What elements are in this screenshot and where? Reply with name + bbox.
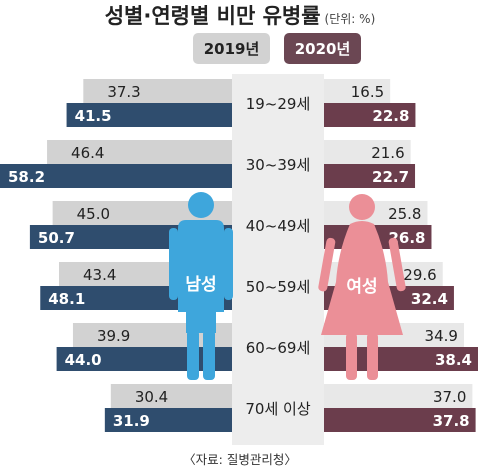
legend-2020-box [284, 33, 361, 64]
value-label-female-2020: 37.8 [433, 412, 470, 430]
value-label-female-2020: 32.4 [411, 290, 448, 308]
bar-male-2020 [0, 164, 232, 188]
bar-male-2019 [83, 79, 232, 103]
value-label-male-2020: 48.1 [48, 290, 85, 308]
bar-male-2020 [56, 347, 232, 371]
bar-male-2020 [66, 103, 232, 127]
age-group-label: 50~59세 [246, 278, 311, 296]
female-figure-body [321, 221, 403, 335]
value-label-female-2019: 25.8 [388, 205, 421, 223]
male-figure-icon [188, 192, 214, 218]
value-label-male-2020: 41.5 [75, 107, 112, 125]
age-group-label: 70세 이상 [245, 400, 310, 418]
title-text: 성별·연령별 비만 유병률 [104, 4, 321, 28]
value-label-female-2019: 21.6 [371, 144, 404, 162]
value-label-male-2020: 50.7 [38, 229, 75, 247]
bar-female-2020 [324, 103, 416, 127]
value-label-male-2019: 39.9 [97, 327, 130, 345]
legend-2019-label: 2019년 [204, 40, 260, 58]
value-label-female-2019: 37.0 [433, 388, 466, 406]
male-group-label: 남성 [185, 275, 216, 295]
value-label-female-2020: 22.8 [372, 107, 409, 125]
bar-female-2019 [324, 79, 391, 103]
legend-2020-label: 2020년 [295, 40, 351, 58]
unit-label: (단위: %) [324, 12, 376, 26]
age-group-label: 60~69세 [246, 339, 311, 357]
bar-male-2019 [47, 140, 233, 164]
value-label-male-2019: 43.4 [83, 266, 116, 284]
chart-svg: 2019년 2020년 37.3 41.5 16.5 22.8 19~29세 46.4 58.2… [0, 33, 478, 445]
male-figure-left-arm [169, 228, 178, 300]
value-label-male-2019: 30.4 [135, 388, 168, 406]
value-label-female-2019: 34.9 [425, 327, 458, 345]
female-figure-left-leg [346, 333, 357, 380]
male-figure-right-arm [224, 228, 233, 300]
source-note: 〈자료: 질병관리청〉 [183, 452, 297, 467]
value-label-female-2019: 16.5 [351, 83, 384, 101]
bar-female-2020 [324, 164, 416, 188]
legend-2019-box [193, 33, 270, 64]
bar-male-2020 [104, 408, 232, 432]
value-label-male-2020: 44.0 [65, 351, 102, 369]
age-group-label: 19~29세 [246, 95, 311, 113]
value-label-female-2020: 22.7 [372, 168, 409, 186]
female-figure-right-arm [388, 237, 406, 292]
value-label-male-2020: 58.2 [8, 168, 45, 186]
bar-male-2019 [110, 384, 232, 408]
female-figure-icon [349, 194, 375, 220]
age-label-band [232, 74, 324, 445]
female-figure-right-leg [367, 333, 378, 380]
value-label-male-2019: 45.0 [77, 205, 110, 223]
female-figure-left-arm [318, 237, 336, 292]
male-figure-left-leg [187, 330, 199, 380]
bar-female-2019 [324, 384, 473, 408]
bar-female-2020 [324, 408, 476, 432]
bar-female-2019 [324, 140, 411, 164]
age-group-label: 30~39세 [246, 156, 311, 174]
male-figure-body [178, 220, 224, 333]
bar-female-2019 [324, 201, 428, 225]
chart-title: 성별·연령별 비만 유병률 (단위: %) [0, 0, 480, 28]
value-label-male-2019: 46.4 [71, 144, 104, 162]
value-label-female-2019: 29.6 [403, 266, 436, 284]
value-label-male-2020: 31.9 [113, 412, 150, 430]
value-label-male-2019: 37.3 [107, 83, 140, 101]
value-label-female-2020: 38.4 [435, 351, 472, 369]
female-group-label: 여성 [346, 277, 377, 297]
age-group-label: 40~49세 [246, 217, 311, 235]
male-figure-right-leg [203, 330, 215, 380]
